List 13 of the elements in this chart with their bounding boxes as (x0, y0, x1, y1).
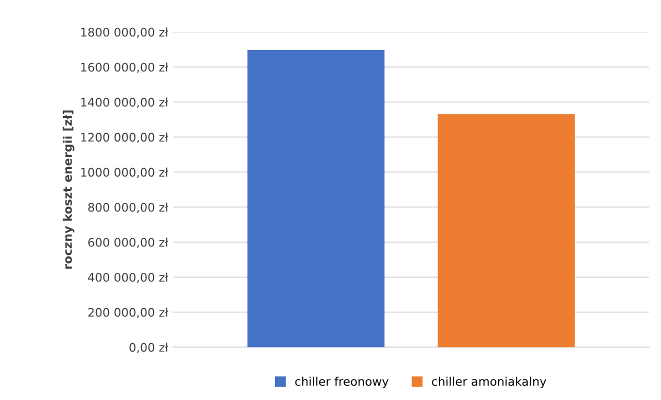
y-tick-label: 600 000,00 zł (88, 238, 168, 248)
legend-label: chiller amoniakalny (432, 376, 546, 388)
y-axis-title: roczny koszt energii [zł] (62, 110, 74, 269)
y-tick-label: 200 000,00 zł (88, 308, 168, 318)
y-tick-label: 400 000,00 zł (88, 272, 168, 284)
y-tick-label: 1000 000,00 zł (81, 168, 168, 178)
y-tick-label: 1600 000,00 zł (81, 62, 168, 73)
y-tick-label: 1200 000,00 zł (81, 132, 168, 143)
y-tick-label: 1800 000,00 zł (81, 28, 168, 38)
legend-label: chiller freonowy (295, 376, 388, 388)
y-tick-label: 800 000,00 zł (88, 202, 168, 213)
y-tick-label: 0,00 zł (130, 342, 168, 354)
y-tick-label: 1400 000,00 zł (81, 98, 168, 108)
